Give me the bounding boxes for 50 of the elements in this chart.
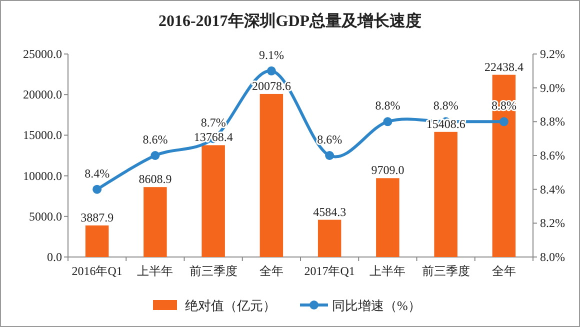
point [499, 117, 508, 126]
bar [434, 132, 458, 257]
bar [144, 187, 167, 257]
bar [376, 178, 400, 257]
x-tick-label: 2016年Q1 [72, 264, 122, 278]
data-label: 8.7% [200, 116, 226, 130]
point [92, 184, 102, 194]
y-tick-label: 20000.0 [23, 88, 62, 102]
data-label: 3887.9 [80, 210, 114, 224]
y-tick-label: 5000.0 [29, 209, 62, 224]
y2-tick-label: 8.6% [540, 148, 565, 162]
data-label: 9.1% [258, 48, 284, 62]
x-tick-label: 2017年Q1 [304, 264, 355, 278]
x-tick-label: 前三季度 [189, 264, 238, 278]
y2-tick-label: 8.8% [540, 114, 565, 129]
y-tick-label: 0.0 [47, 250, 62, 264]
data-label: 9709.0 [371, 163, 404, 178]
point [325, 151, 334, 160]
bar [202, 145, 225, 257]
x-tick-label: 上半年 [370, 264, 406, 278]
data-label: 8.8% [433, 98, 458, 113]
data-label: 8608.9 [138, 172, 172, 186]
bar [260, 94, 284, 257]
point [383, 117, 392, 126]
legend-label: 同比增速（%） [332, 298, 421, 313]
x-tick-label: 全年 [492, 264, 516, 278]
y2-tick-label: 9.2% [540, 47, 565, 61]
legend-label: 绝对值（亿元） [185, 298, 276, 313]
bar [85, 225, 109, 257]
data-label: 8.6% [317, 132, 342, 146]
bar [318, 220, 342, 257]
point [266, 66, 276, 76]
x-tick-label: 前三季度 [422, 264, 470, 278]
chart-title: 2016-2017年深圳GDP总量及增长速度 [158, 11, 422, 30]
x-tick-label: 上半年 [137, 264, 174, 278]
y2-tick-label: 8.4% [540, 182, 565, 196]
data-label: 22438.4 [484, 60, 524, 74]
data-label: 4584.3 [313, 204, 346, 219]
data-label: 8.4% [84, 166, 110, 180]
y2-tick-label: 9.0% [540, 80, 565, 95]
y-tick-label: 15000.0 [23, 128, 62, 142]
y-tick-label: 10000.0 [23, 168, 62, 183]
point [150, 151, 160, 160]
y-tick-label: 25000.0 [23, 47, 62, 61]
y2-tick-label: 8.2% [540, 216, 565, 230]
data-label: 8.8% [375, 98, 400, 113]
y2-tick-label: 8.0% [540, 250, 565, 264]
data-label: 8.6% [142, 132, 168, 146]
x-tick-label: 全年 [259, 264, 284, 278]
bar [492, 74, 516, 257]
